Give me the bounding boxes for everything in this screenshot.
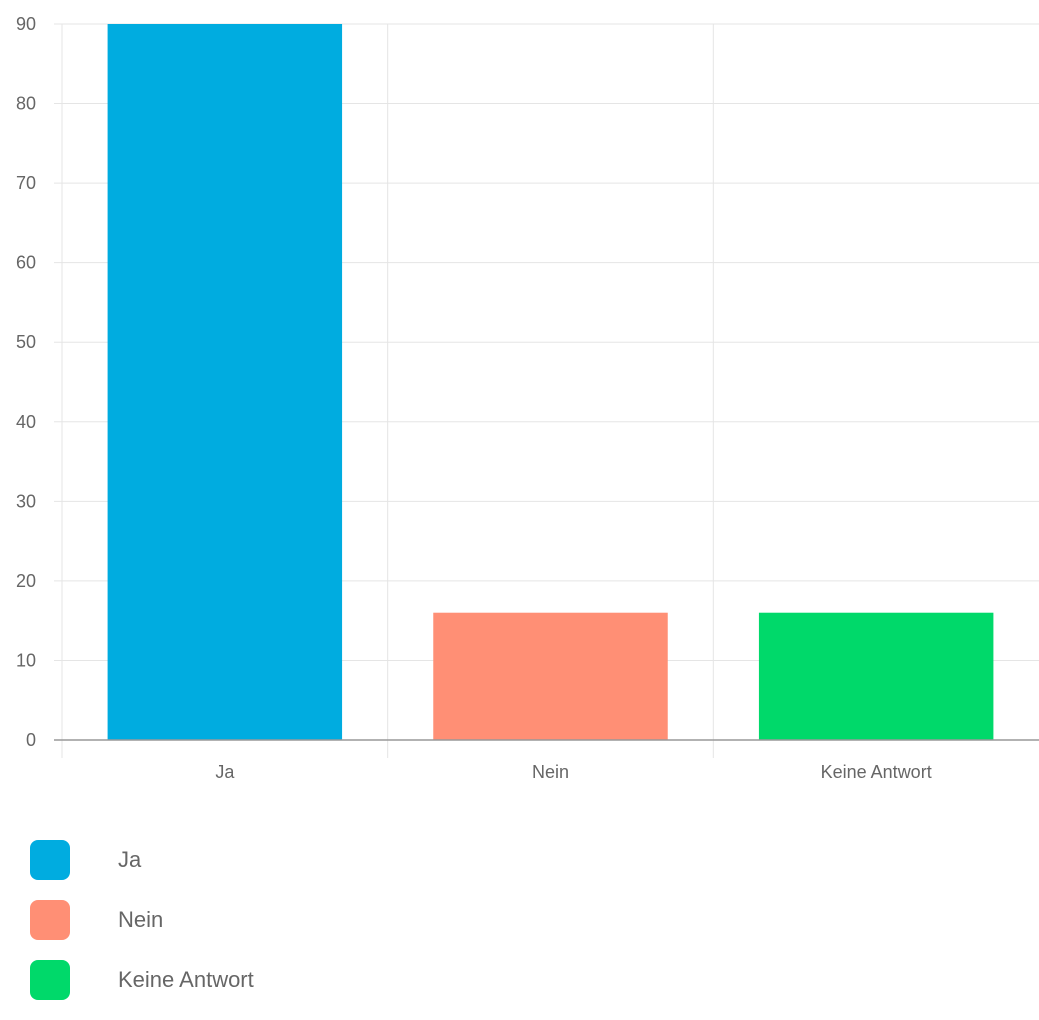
y-tick-label-60: 60 [16,253,36,273]
bar-nein[interactable] [433,612,668,740]
tick-labels: 0 10 20 30 40 50 60 70 80 90 Ja Nein Keine Antwort [16,14,932,782]
x-tick-label-ja: Ja [215,762,235,782]
x-tick-label-nein: Nein [532,762,569,782]
y-tick-label-70: 70 [16,173,36,193]
y-tick-label-90: 90 [16,14,36,34]
y-tick-label-10: 10 [16,650,36,670]
bar-ja[interactable] [107,24,343,740]
y-tick-label-80: 80 [16,94,36,114]
y-tick-label-20: 20 [16,571,36,591]
y-tick-label-0: 0 [26,730,36,750]
legend-item-nein[interactable]: Nein [30,900,254,940]
y-tick-label-30: 30 [16,491,36,511]
bar-chart: 0 10 20 30 40 50 60 70 80 90 Ja Nein Keine Antwort [16,14,1039,782]
chart-legend: Ja Nein Keine Antwort [30,840,254,1020]
legend-item-keine-antwort[interactable]: Keine Antwort [30,960,254,1000]
x-tick-label-keine-antwort: Keine Antwort [821,762,932,782]
bar-keine-antwort[interactable] [758,612,994,740]
legend-label-keine-antwort: Keine Antwort [118,967,254,992]
y-tick-label-50: 50 [16,332,36,352]
y-tick-label-40: 40 [16,412,36,432]
bars [107,24,994,740]
legend-item-ja[interactable]: Ja [30,840,254,880]
legend-swatch-ja [30,840,70,880]
legend-swatch-nein [30,900,70,940]
legend-swatch-keine-antwort [30,960,70,1000]
legend-label-ja: Ja [118,847,142,872]
legend-label-nein: Nein [118,907,164,932]
